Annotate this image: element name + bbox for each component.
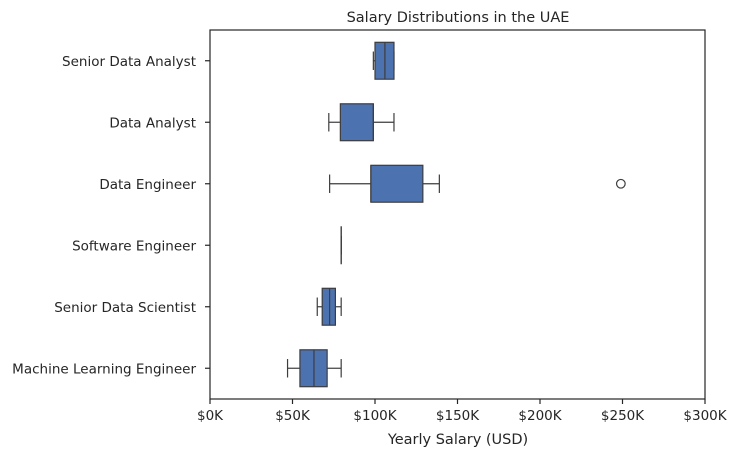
box-3: [329, 164, 626, 203]
x-tick-label: $50K: [275, 408, 311, 424]
chart-title: Salary Distributions in the UAE: [347, 10, 570, 26]
box-5: [316, 287, 342, 326]
iqr-box: [370, 164, 424, 203]
category-label: Senior Data Analyst: [62, 54, 196, 70]
plot-area: [209, 29, 706, 400]
box-1: [372, 41, 395, 80]
iqr-box: [321, 287, 337, 326]
box-2: [328, 103, 395, 142]
x-tick-label: $200K: [518, 408, 562, 424]
x-tick-label: $100K: [353, 408, 397, 424]
x-axis-label: Yearly Salary (USD): [387, 432, 528, 448]
category-label: Machine Learning Engineer: [12, 361, 196, 377]
x-axis-ticks: $0K $50K $100K $150K $200K $250K $300K: [197, 399, 728, 424]
category-label: Data Analyst: [109, 115, 196, 131]
x-tick-label: $300K: [683, 408, 727, 424]
category-label: Senior Data Scientist: [54, 300, 196, 316]
boxes-group: [286, 41, 626, 388]
box-6: [286, 349, 342, 388]
iqr-box: [339, 103, 374, 142]
x-tick-label: $0K: [197, 408, 224, 424]
category-label: Data Engineer: [99, 177, 196, 193]
outlier-point: [615, 178, 626, 189]
x-tick-label: $250K: [601, 408, 645, 424]
x-tick-label: $150K: [436, 408, 480, 424]
category-labels: Senior Data Analyst Data Analyst Data Engi…: [12, 54, 210, 377]
category-label: Software Engineer: [72, 238, 196, 254]
